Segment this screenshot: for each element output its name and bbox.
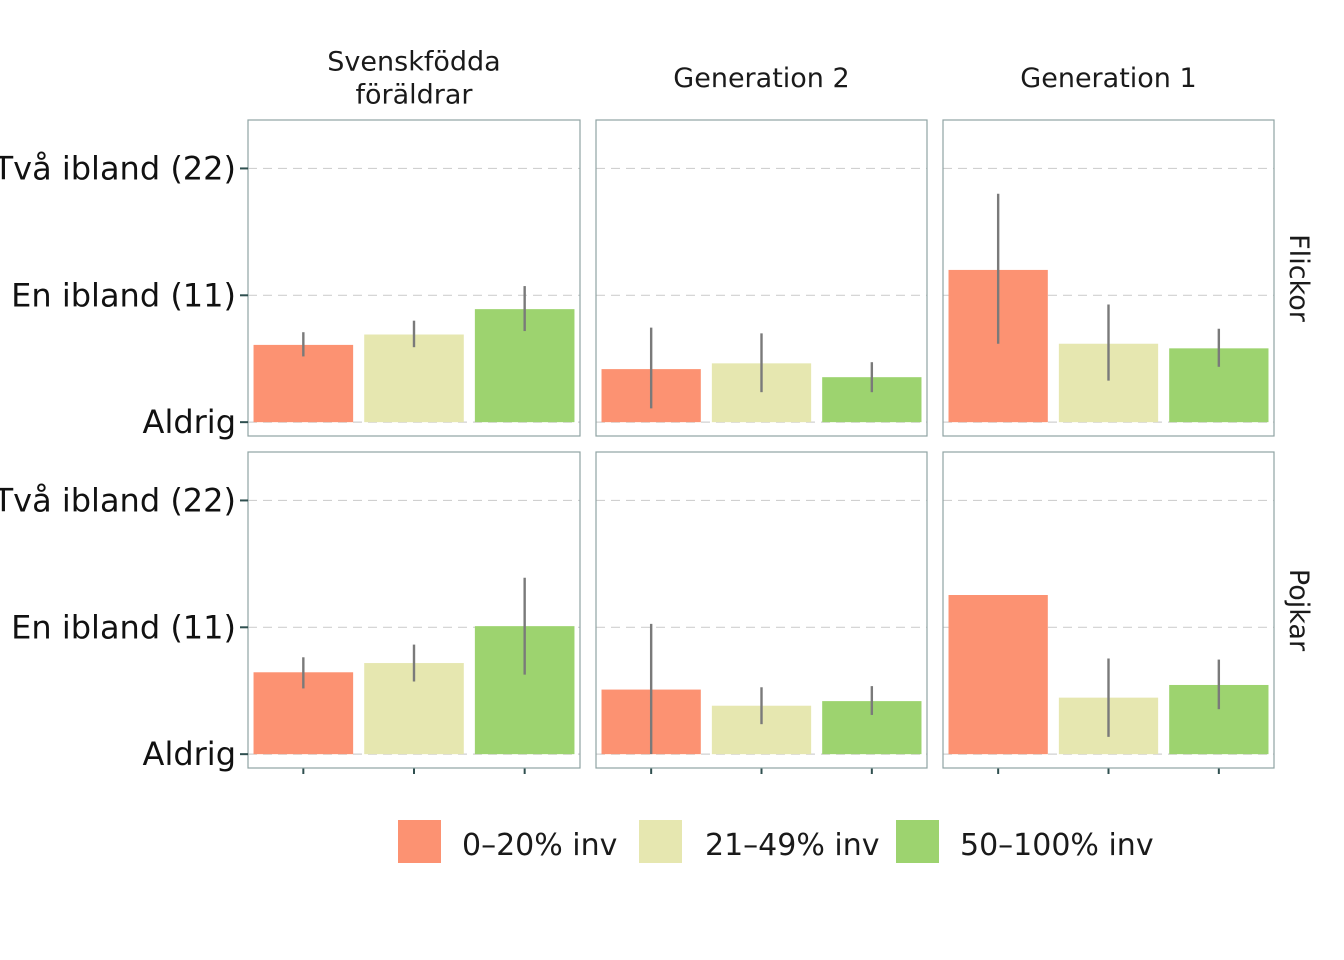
legend: 0–20% inv 21–49% inv 50–100% inv [398, 820, 1154, 863]
y-tick-label: Aldrig [143, 403, 236, 441]
legend-label: 0–20% inv [462, 828, 617, 863]
y-tick-label: En ibland (11) [11, 608, 236, 646]
y-tick-label: Två ibland (22) [0, 149, 236, 187]
facet-strips-layer: Svenskfödda föräldrar Generation 2 Generati… [327, 47, 1314, 652]
panel-border [942, 119, 1275, 437]
legend-swatch [639, 820, 682, 863]
panel-border [247, 119, 581, 437]
y-tick-label: Två ibland (22) [0, 481, 236, 519]
panel-1-2 [942, 451, 1275, 774]
panel-border [595, 119, 928, 437]
bar-flickor-0-0 [253, 344, 354, 423]
bar-pojkar-2-0 [948, 595, 1048, 755]
column-strip-label: Svenskfödda föräldrar [327, 47, 500, 111]
panel-border [595, 451, 928, 769]
panel-0-0 [247, 119, 581, 437]
panel-1-1 [595, 451, 928, 774]
row-strip-label: Flickor [1283, 234, 1314, 323]
legend-swatch [398, 820, 441, 863]
panel-0-2 [942, 119, 1275, 437]
panel-1-0 [247, 451, 581, 774]
panels-layer [247, 119, 1275, 774]
row-strip-label: Pojkar [1283, 569, 1314, 652]
column-strip-label: Generation 1 [1020, 63, 1196, 94]
column-strip-label: Generation 2 [673, 63, 849, 94]
panel-border [942, 451, 1275, 769]
panel-border [247, 451, 581, 769]
y-axis-layer: Aldrig En ibland (11) Två ibland (22) Aldri… [0, 149, 248, 773]
panel-0-1 [595, 119, 928, 437]
legend-label: 21–49% inv [705, 828, 880, 863]
y-tick-label: En ibland (11) [11, 276, 236, 314]
y-tick-label: Aldrig [143, 735, 236, 773]
bar-flickor-0-1 [364, 334, 464, 423]
legend-swatch [896, 820, 939, 863]
legend-label: 50–100% inv [960, 828, 1154, 863]
